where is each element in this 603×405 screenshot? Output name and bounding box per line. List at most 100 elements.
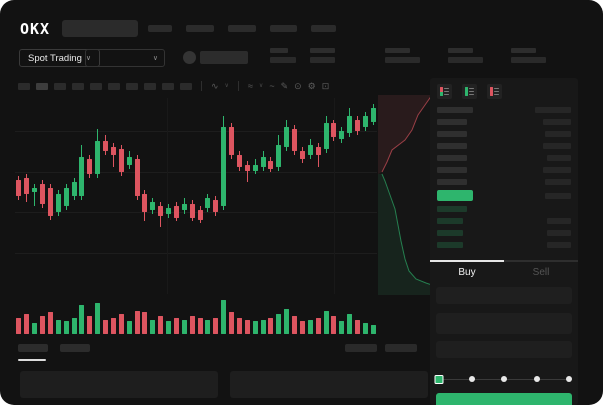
- total-input[interactable]: [436, 341, 572, 358]
- volume-bar: [47, 298, 55, 334]
- slider-dot[interactable]: [468, 376, 475, 382]
- slider-dot[interactable]: [566, 376, 572, 382]
- indicator-icon[interactable]: ∿: [211, 80, 219, 91]
- candle: [110, 98, 118, 294]
- volume-bar: [196, 298, 204, 334]
- chevron-down-icon[interactable]: ∨: [224, 83, 229, 89]
- chevron-down-icon[interactable]: ∨: [258, 83, 264, 89]
- candle: [299, 98, 307, 294]
- timeframe-button[interactable]: [180, 82, 192, 90]
- orderbook-row[interactable]: [430, 176, 578, 188]
- book-sell-icon[interactable]: [487, 84, 502, 99]
- volume-pane: [15, 298, 377, 334]
- amount-slider[interactable]: [434, 375, 572, 384]
- nav-item-placeholder[interactable]: [148, 25, 172, 32]
- volume-bar: [306, 298, 314, 334]
- volume-bar: [157, 298, 165, 334]
- history-panel-placeholder: [230, 371, 428, 398]
- candle: [204, 98, 212, 294]
- volume-bar: [243, 298, 251, 334]
- volume-bar: [346, 298, 354, 334]
- volume-bar: [236, 298, 244, 334]
- candle: [23, 98, 31, 294]
- orderbook-row[interactable]: [430, 152, 578, 164]
- volume-bar: [102, 298, 110, 334]
- orderbook-row[interactable]: [430, 203, 578, 215]
- orderbook-row[interactable]: [430, 215, 578, 227]
- candle: [133, 98, 141, 294]
- timeframe-button[interactable]: [72, 82, 84, 90]
- nav-item-placeholder[interactable]: [228, 25, 256, 32]
- volume-bar: [110, 298, 118, 334]
- candle: [354, 98, 362, 294]
- volume-bar: [354, 298, 362, 334]
- camera-icon[interactable]: ⊙: [294, 80, 302, 91]
- candle: [31, 98, 39, 294]
- pair-select-dropdown[interactable]: ∨: [85, 49, 165, 67]
- bottom-tab-placeholder[interactable]: [18, 344, 48, 352]
- timeframe-button[interactable]: [36, 82, 48, 90]
- slider-dot[interactable]: [533, 376, 540, 382]
- volume-bar: [291, 298, 299, 334]
- candle: [94, 98, 102, 294]
- book-buy-icon[interactable]: [462, 84, 477, 99]
- volume-bar: [141, 298, 149, 334]
- timeframe-button[interactable]: [90, 82, 102, 90]
- orderbook-row[interactable]: [430, 104, 578, 116]
- ticker-stat-placeholder: [310, 48, 335, 63]
- candle: [54, 98, 62, 294]
- line-style-icon[interactable]: ~: [269, 80, 275, 91]
- trade-tab-indicator: [430, 260, 578, 262]
- candle: [86, 98, 94, 294]
- volume-bar: [259, 298, 267, 334]
- orderbook-row[interactable]: [430, 128, 578, 140]
- candlestick-chart[interactable]: [15, 98, 377, 294]
- volume-bar: [117, 298, 125, 334]
- timeframe-button[interactable]: [54, 82, 66, 90]
- nav-item-placeholder[interactable]: [186, 25, 214, 32]
- orderbook-row[interactable]: [430, 140, 578, 152]
- timeframe-button[interactable]: [108, 82, 120, 90]
- candle: [141, 98, 149, 294]
- candle: [338, 98, 346, 294]
- nav-item-placeholder[interactable]: [270, 25, 297, 32]
- slider-handle[interactable]: [434, 375, 444, 384]
- candle: [15, 98, 23, 294]
- candle: [180, 98, 188, 294]
- search-input[interactable]: [62, 20, 138, 37]
- orderbook-row[interactable]: [430, 164, 578, 176]
- last-price-row[interactable]: [430, 188, 578, 203]
- candle: [188, 98, 196, 294]
- slider-dot[interactable]: [501, 376, 507, 382]
- draw-icon[interactable]: ✎: [280, 80, 289, 91]
- candle: [267, 98, 275, 294]
- volume-bar: [78, 298, 86, 334]
- fullscreen-icon[interactable]: ⊡: [321, 80, 330, 91]
- volume-bar: [220, 298, 228, 334]
- compare-icon[interactable]: ≈: [247, 80, 253, 91]
- amount-input[interactable]: [436, 313, 572, 334]
- bottom-tab-placeholder[interactable]: [60, 344, 90, 352]
- timeframe-button[interactable]: [162, 82, 174, 90]
- buy-submit-button[interactable]: [436, 393, 572, 405]
- tab-buy[interactable]: Buy: [458, 266, 476, 278]
- spot-trading-dropdown[interactable]: Spot Trading ∨: [19, 49, 100, 67]
- settings-icon[interactable]: ⚙: [307, 80, 316, 91]
- tab-sell[interactable]: Sell: [532, 266, 550, 278]
- orderbook-row[interactable]: [430, 116, 578, 128]
- orders-panel-placeholder: [20, 371, 218, 398]
- volume-bar: [369, 298, 377, 334]
- timeframe-button[interactable]: [126, 82, 138, 90]
- asks-depth-area: [378, 95, 432, 174]
- nav-item-placeholder[interactable]: [311, 25, 336, 32]
- timeframe-button[interactable]: [144, 82, 156, 90]
- bottom-control-placeholder[interactable]: [345, 344, 377, 352]
- bottom-control-placeholder[interactable]: [385, 344, 417, 352]
- orderbook-row[interactable]: [430, 239, 578, 251]
- timeframe-button[interactable]: [18, 82, 30, 90]
- candle: [157, 98, 165, 294]
- book-both-icon[interactable]: [437, 84, 452, 99]
- candle: [236, 98, 244, 294]
- orderbook-row[interactable]: [430, 227, 578, 239]
- price-input[interactable]: [436, 287, 572, 304]
